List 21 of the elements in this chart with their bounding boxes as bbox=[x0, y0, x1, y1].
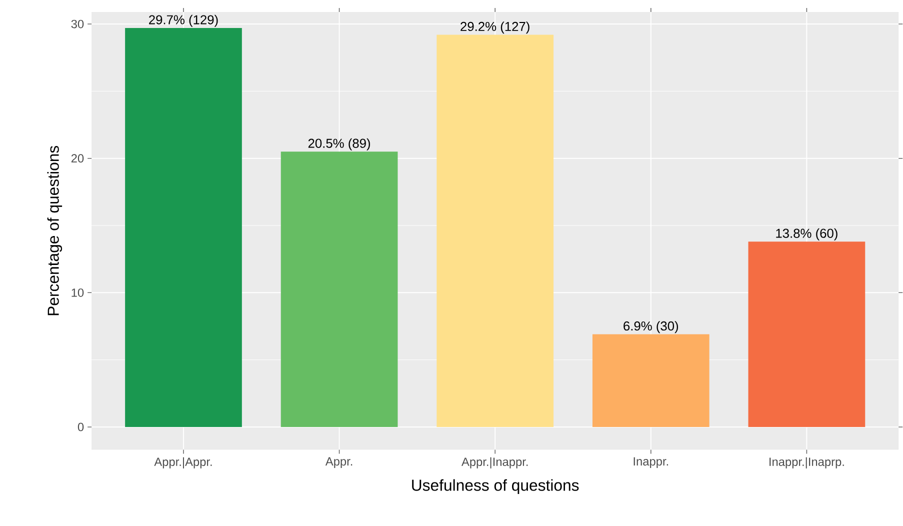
y-tick-label: 10 bbox=[72, 288, 84, 297]
data-label: 20.5% (89) bbox=[308, 138, 370, 150]
y-axis-title: Percentage of questions bbox=[47, 146, 62, 315]
x-tick-label: Appr.|Inappr. bbox=[461, 457, 528, 468]
x-tick-label: Appr. bbox=[325, 457, 352, 468]
data-label: 29.7% (129) bbox=[149, 14, 218, 27]
x-tick-label: Inappr.|Inaprp. bbox=[770, 457, 844, 468]
y-tick-label: 30 bbox=[71, 20, 84, 28]
bar bbox=[280, 151, 398, 427]
bar bbox=[592, 334, 710, 427]
x-axis-title: Usefulness of questions bbox=[412, 479, 579, 494]
x-tick-label: Inappr. bbox=[634, 457, 668, 468]
x-tick-label: Appr.|Appr. bbox=[154, 457, 212, 468]
data-label: 29.2% (127) bbox=[460, 21, 530, 34]
y-tick-label: 20 bbox=[71, 154, 84, 162]
bar bbox=[436, 34, 554, 427]
bar bbox=[748, 241, 866, 427]
data-label: 6.9% (30) bbox=[624, 320, 678, 333]
data-label: 13.8% (60) bbox=[776, 228, 838, 240]
y-tick-label: 0 bbox=[78, 422, 84, 431]
bar bbox=[125, 28, 242, 427]
